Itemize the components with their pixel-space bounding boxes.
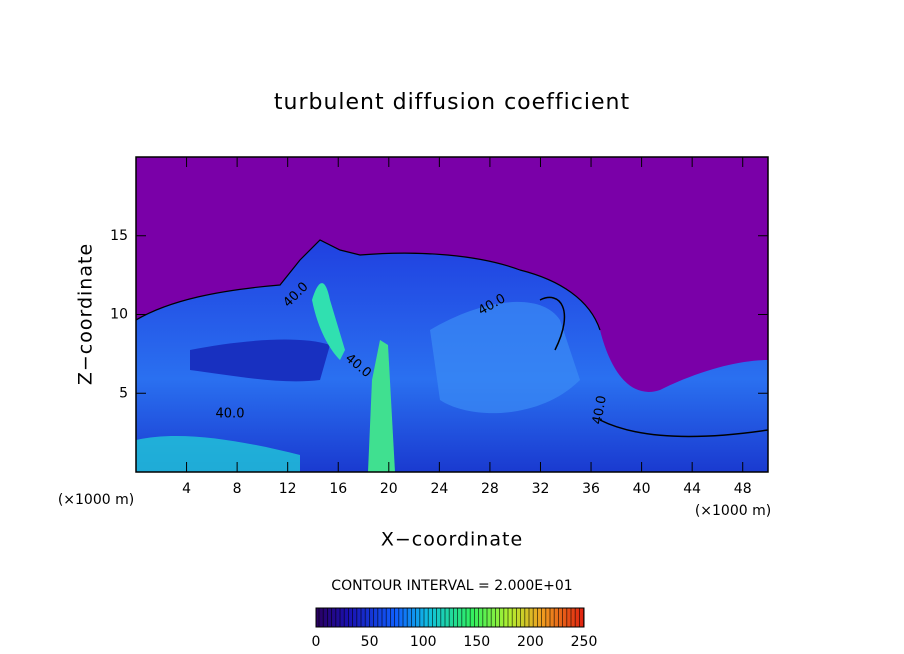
colorbar-tick-label: 0 bbox=[312, 634, 321, 650]
colorbar-tick-label: 150 bbox=[463, 634, 490, 650]
field-region bbox=[136, 435, 300, 472]
y-tick-label: 15 bbox=[110, 228, 128, 244]
x-tick-label: 24 bbox=[430, 481, 448, 497]
chart-title: turbulent diffusion coefficient bbox=[274, 90, 630, 115]
x-tick-label: 48 bbox=[734, 481, 752, 497]
contour-field bbox=[136, 157, 768, 472]
colorbar-tick-label: 200 bbox=[517, 634, 544, 650]
x-unit: (×1000 m) bbox=[695, 503, 771, 519]
field-region bbox=[312, 283, 345, 360]
x-tick-label: 20 bbox=[380, 481, 398, 497]
colorbar bbox=[315, 607, 585, 628]
x-unit: (×1000 m) bbox=[58, 492, 134, 508]
field-region bbox=[368, 340, 395, 472]
colorbar-tick-label: 50 bbox=[361, 634, 379, 650]
x-tick-label: 16 bbox=[329, 481, 347, 497]
contour-interval: CONTOUR INTERVAL = 2.000E+01 bbox=[331, 578, 572, 594]
x-tick-label: 8 bbox=[233, 481, 242, 497]
y-tick-label: 10 bbox=[110, 307, 128, 323]
x-axis-label: X−coordinate bbox=[381, 529, 523, 551]
x-tick-label: 12 bbox=[279, 481, 297, 497]
x-tick-label: 40 bbox=[633, 481, 651, 497]
contour-line bbox=[136, 239, 601, 331]
x-tick-label: 4 bbox=[182, 481, 191, 497]
y-tick-label: 5 bbox=[119, 385, 128, 401]
colorbar-tick-label: 100 bbox=[410, 634, 437, 650]
x-tick-label: 32 bbox=[532, 481, 550, 497]
x-tick-label: 28 bbox=[481, 481, 499, 497]
x-tick-label: 36 bbox=[582, 481, 600, 497]
field-region bbox=[190, 339, 330, 382]
field-region bbox=[430, 301, 580, 414]
colorbar-tick-label: 250 bbox=[571, 634, 598, 650]
contour-line bbox=[539, 296, 768, 438]
contour-label: 40.0 bbox=[216, 407, 245, 422]
x-tick-label: 44 bbox=[683, 481, 701, 497]
y-axis-label: Z−coordinate bbox=[75, 243, 97, 385]
contour-label: 40.0 bbox=[590, 394, 610, 425]
